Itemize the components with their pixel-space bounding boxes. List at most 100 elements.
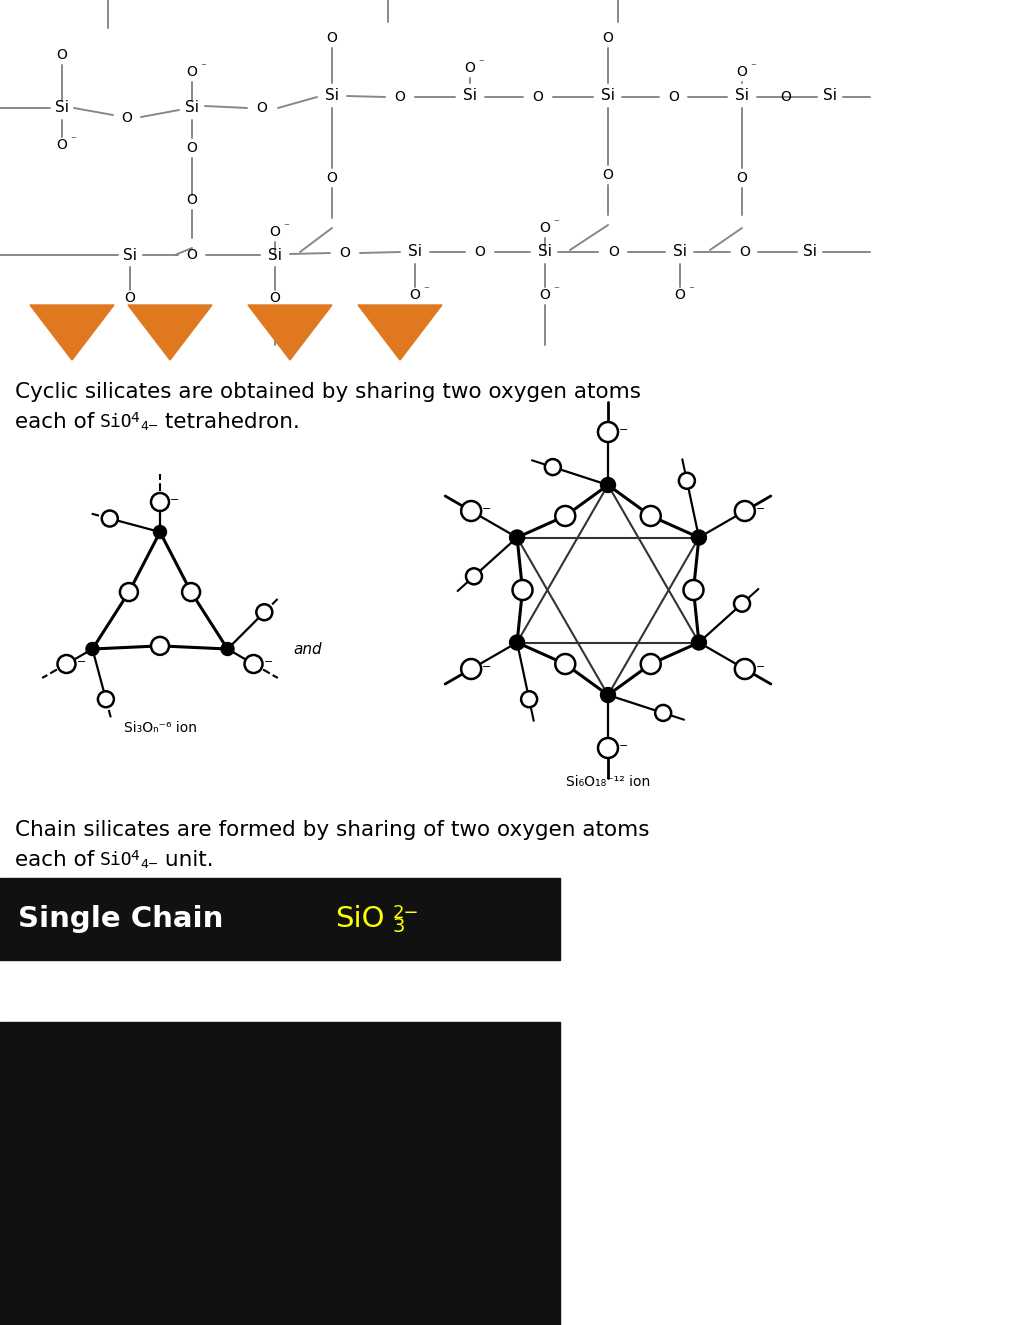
Text: each of: each of	[15, 412, 101, 432]
Circle shape	[641, 655, 660, 674]
Circle shape	[598, 421, 618, 443]
Circle shape	[555, 655, 575, 674]
Text: SiO: SiO	[100, 413, 133, 431]
Circle shape	[734, 596, 750, 612]
Text: Si: Si	[325, 87, 339, 102]
Circle shape	[120, 583, 138, 602]
Text: −: −	[618, 741, 629, 751]
Circle shape	[510, 530, 524, 545]
Text: O: O	[474, 245, 485, 258]
Circle shape	[683, 580, 703, 600]
Text: 4: 4	[130, 849, 138, 863]
Circle shape	[151, 637, 169, 655]
Circle shape	[600, 688, 615, 702]
Circle shape	[510, 635, 524, 651]
Text: O: O	[125, 292, 135, 305]
Text: O: O	[608, 245, 620, 258]
Text: −: −	[756, 662, 765, 672]
Circle shape	[256, 604, 272, 620]
Text: O: O	[186, 193, 198, 207]
Text: O: O	[736, 171, 748, 186]
Text: −: −	[756, 504, 765, 514]
Circle shape	[57, 655, 76, 673]
Text: Si: Si	[463, 87, 477, 102]
Text: Si: Si	[735, 87, 749, 102]
Text: O: O	[675, 288, 685, 302]
Circle shape	[641, 506, 660, 526]
Text: O: O	[739, 245, 751, 258]
Text: O: O	[269, 225, 281, 238]
Text: Si: Si	[268, 248, 282, 262]
Text: Si: Si	[538, 245, 552, 260]
Circle shape	[101, 510, 118, 526]
Text: SiO: SiO	[335, 905, 384, 933]
Text: −: −	[170, 496, 179, 505]
Text: O: O	[602, 168, 613, 182]
Text: O: O	[122, 111, 132, 125]
Circle shape	[521, 692, 538, 708]
Text: O: O	[327, 30, 338, 45]
Text: O: O	[340, 246, 350, 260]
Text: ⁻: ⁻	[423, 285, 429, 295]
Text: Si: Si	[823, 87, 837, 102]
Text: Si: Si	[185, 101, 199, 115]
Text: 4−: 4−	[140, 420, 159, 433]
Text: ⁻: ⁻	[688, 285, 694, 295]
FancyBboxPatch shape	[0, 1022, 560, 1325]
Text: ⁻: ⁻	[283, 223, 289, 232]
Polygon shape	[248, 305, 332, 360]
Text: O: O	[186, 248, 198, 262]
Circle shape	[182, 583, 200, 602]
Text: O: O	[186, 65, 198, 79]
Circle shape	[691, 635, 707, 651]
FancyBboxPatch shape	[0, 878, 560, 961]
Text: −: −	[263, 657, 273, 666]
Text: unit.: unit.	[158, 851, 214, 871]
Text: O: O	[410, 288, 421, 302]
Circle shape	[98, 692, 114, 708]
Text: −: −	[77, 657, 86, 666]
Text: Cyclic silicates are obtained by sharing two oxygen atoms: Cyclic silicates are obtained by sharing…	[15, 382, 641, 401]
Circle shape	[154, 526, 167, 538]
Circle shape	[735, 659, 755, 678]
Text: and: and	[294, 643, 323, 657]
Circle shape	[221, 643, 234, 656]
Circle shape	[735, 501, 755, 521]
Text: −: −	[618, 425, 629, 435]
Text: O: O	[56, 138, 68, 152]
Text: O: O	[540, 221, 551, 235]
Text: SiO: SiO	[100, 851, 133, 869]
Text: O: O	[540, 288, 551, 302]
Text: Si: Si	[673, 245, 687, 260]
Text: 4−: 4−	[140, 859, 159, 872]
Text: Si: Si	[408, 245, 422, 260]
Circle shape	[461, 659, 481, 678]
Text: tetrahedron.: tetrahedron.	[158, 412, 300, 432]
Text: Si: Si	[601, 87, 615, 102]
Circle shape	[555, 506, 575, 526]
Text: Si: Si	[803, 245, 817, 260]
Circle shape	[466, 568, 482, 584]
Circle shape	[245, 655, 262, 673]
Circle shape	[679, 473, 695, 489]
Text: Si: Si	[123, 248, 137, 262]
Text: O: O	[394, 90, 406, 103]
Text: O: O	[669, 90, 680, 103]
Text: Chain silicates are formed by sharing of two oxygen atoms: Chain silicates are formed by sharing of…	[15, 820, 649, 840]
Text: Si₃Oₙ⁻⁶ ion: Si₃Oₙ⁻⁶ ion	[124, 721, 197, 735]
Text: O: O	[736, 65, 748, 79]
Circle shape	[545, 458, 561, 476]
Text: −: −	[482, 662, 492, 672]
Text: O: O	[532, 90, 544, 103]
Text: O: O	[269, 292, 281, 305]
Text: ⁻: ⁻	[553, 219, 559, 228]
Text: O: O	[465, 61, 475, 76]
Text: Si₆O₁₈⁻¹² ion: Si₆O₁₈⁻¹² ion	[566, 775, 650, 788]
Text: O: O	[257, 101, 267, 115]
Text: ⁻: ⁻	[750, 62, 756, 72]
Text: Single Chain: Single Chain	[18, 905, 223, 933]
Circle shape	[598, 738, 618, 758]
Circle shape	[513, 580, 532, 600]
Text: ⁻: ⁻	[70, 135, 76, 144]
Circle shape	[151, 493, 169, 511]
